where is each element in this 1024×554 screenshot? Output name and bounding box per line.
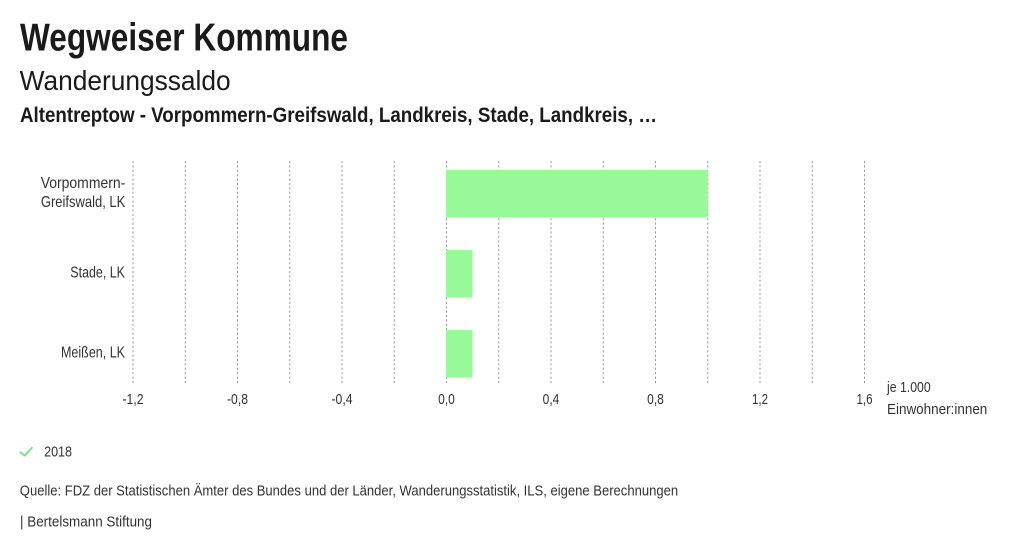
svg-text:-0,4: -0,4 <box>332 391 353 408</box>
svg-text:Altentreptow - Vorpommern-Grei: Altentreptow - Vorpommern-Greifswald, La… <box>20 104 657 127</box>
svg-text:0,4: 0,4 <box>543 391 560 408</box>
svg-text:0,0: 0,0 <box>438 391 455 408</box>
svg-text:Einwohner:innen: Einwohner:innen <box>887 401 987 418</box>
svg-text:Greifswald, LK: Greifswald, LK <box>41 194 126 211</box>
svg-text:0,8: 0,8 <box>647 391 664 408</box>
svg-text:1,2: 1,2 <box>752 391 768 408</box>
svg-text:-0,8: -0,8 <box>227 391 248 408</box>
svg-text:-1,2: -1,2 <box>123 391 144 408</box>
svg-text:1,6: 1,6 <box>856 391 872 408</box>
svg-text:Wanderungssaldo: Wanderungssaldo <box>20 65 231 96</box>
svg-text:| Bertelsmann Stiftung: | Bertelsmann Stiftung <box>20 513 152 530</box>
svg-text:je 1.000: je 1.000 <box>886 379 931 396</box>
svg-text:Meißen, LK: Meißen, LK <box>61 344 125 361</box>
svg-text:2018: 2018 <box>44 443 72 460</box>
svg-text:Quelle: FDZ der Statistischen: Quelle: FDZ der Statistischen Ämter des … <box>20 482 678 499</box>
svg-text:Vorpommern-: Vorpommern- <box>41 175 126 192</box>
svg-text:Wegweiser Kommune: Wegweiser Kommune <box>20 17 348 60</box>
svg-text:Stade, LK: Stade, LK <box>70 265 125 282</box>
